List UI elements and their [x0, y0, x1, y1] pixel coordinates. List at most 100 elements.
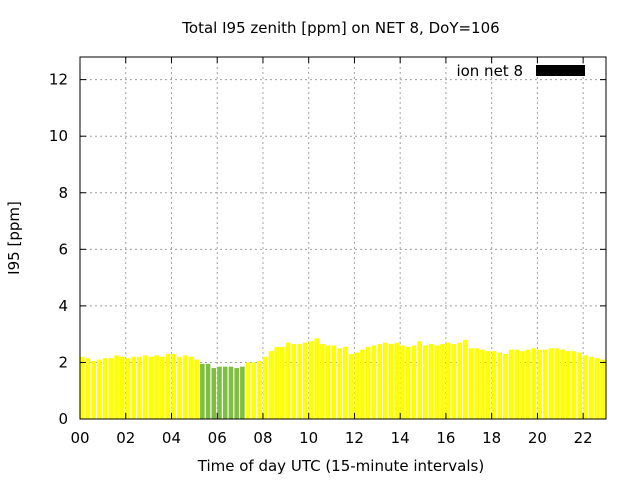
bar — [274, 346, 279, 419]
bar — [405, 346, 411, 419]
bar — [571, 351, 577, 420]
x-tick-label: 18 — [482, 429, 501, 447]
bar — [588, 356, 594, 419]
bar — [177, 356, 182, 419]
bar — [182, 355, 188, 419]
bar — [503, 353, 508, 419]
bar — [285, 342, 291, 419]
bar — [600, 359, 605, 419]
bar — [548, 348, 554, 419]
bar — [428, 344, 434, 419]
x-tick-label: 16 — [436, 429, 455, 447]
x-tick-label: 06 — [208, 429, 227, 447]
x-tick-label: 02 — [116, 429, 135, 447]
y-tick-label: 0 — [58, 410, 68, 428]
bar — [594, 358, 600, 419]
bar — [445, 342, 451, 419]
bar — [102, 358, 108, 419]
bar — [377, 344, 382, 419]
bar — [411, 345, 417, 419]
bar — [251, 362, 257, 419]
bar — [343, 346, 348, 419]
bar — [325, 345, 331, 419]
bar — [228, 366, 234, 419]
bar — [337, 348, 342, 419]
bar — [491, 351, 497, 420]
y-tick-labels: 0 2 4 6 8 10 12 — [49, 71, 68, 428]
bar — [537, 349, 542, 419]
bar — [451, 344, 457, 419]
bar — [211, 368, 217, 419]
bars — [80, 338, 605, 420]
legend: ion net 8 — [456, 62, 585, 80]
y-axis-label: I95 [ppm] — [5, 201, 23, 275]
bar — [434, 345, 440, 419]
bar — [474, 348, 480, 419]
legend-label: ion net 8 — [456, 62, 523, 80]
bar — [114, 355, 119, 419]
bar — [531, 348, 537, 419]
y-tick-label: 12 — [49, 71, 68, 89]
x-tick-label: 04 — [162, 429, 181, 447]
bar — [268, 351, 274, 420]
bar — [388, 344, 394, 419]
x-tick-label: 22 — [574, 429, 593, 447]
x-axis-label: Time of day UTC (15-minute intervals) — [197, 457, 484, 475]
bar — [457, 342, 462, 419]
x-tick-label: 20 — [528, 429, 547, 447]
bar — [234, 368, 239, 419]
bar — [497, 352, 502, 419]
bar — [543, 349, 548, 419]
ticks — [79, 57, 606, 420]
y-tick-label: 6 — [58, 240, 68, 258]
bar — [354, 352, 359, 419]
bar — [188, 356, 194, 419]
bar — [297, 344, 302, 419]
y-tick-label: 8 — [58, 184, 68, 202]
bar — [365, 346, 371, 419]
bar — [165, 353, 171, 419]
x-tick-labels: 00 02 04 06 08 10 12 14 16 18 20 22 — [70, 429, 592, 447]
x-tick-label: 14 — [391, 429, 410, 447]
bar — [360, 349, 365, 419]
bar — [154, 355, 159, 419]
bar — [560, 349, 565, 419]
bar — [142, 355, 148, 419]
bar — [160, 356, 165, 419]
plot-frame — [79, 56, 607, 420]
bar — [554, 348, 560, 419]
bar — [463, 339, 468, 419]
bar — [171, 353, 177, 419]
bar — [125, 358, 131, 419]
bar — [331, 345, 337, 419]
bar — [520, 351, 525, 420]
bar — [314, 338, 319, 419]
x-tick-label: 12 — [345, 429, 364, 447]
y-tick-label: 4 — [58, 297, 68, 315]
bar — [423, 345, 428, 419]
bar — [262, 356, 268, 419]
bar — [280, 346, 285, 419]
x-tick-label: 00 — [70, 429, 89, 447]
y-tick-label: 10 — [49, 127, 68, 145]
bar — [257, 361, 262, 419]
bar — [205, 363, 211, 419]
bar — [320, 344, 325, 419]
bar — [108, 358, 114, 419]
bar — [394, 342, 400, 419]
chart-title: Total I95 zenith [ppm] on NET 8, DoY=106 — [181, 19, 499, 37]
bar — [480, 349, 485, 419]
bar — [348, 353, 354, 419]
bar — [525, 349, 531, 419]
bar — [468, 348, 474, 419]
bar — [80, 356, 85, 419]
y-tick-label: 2 — [58, 353, 68, 371]
bar — [245, 362, 251, 419]
bar — [440, 344, 445, 419]
bar — [302, 342, 308, 419]
bar — [308, 341, 314, 419]
bar — [137, 356, 142, 419]
bar — [91, 361, 96, 419]
bar — [194, 359, 199, 419]
bar — [383, 342, 388, 419]
